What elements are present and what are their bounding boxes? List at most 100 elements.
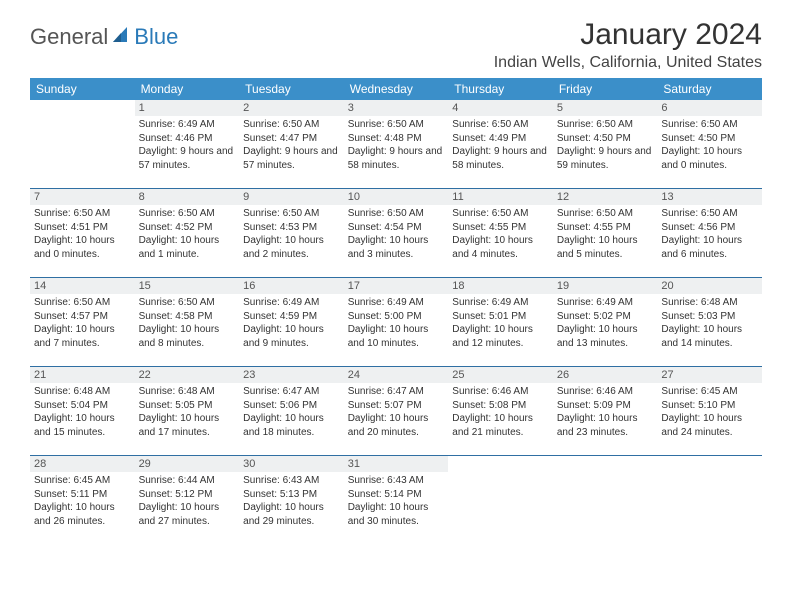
day-number: 15 (135, 278, 240, 294)
day-body: Sunrise: 6:50 AMSunset: 4:52 PMDaylight:… (135, 205, 240, 265)
daylight-text: Daylight: 10 hours and 20 minutes. (348, 412, 445, 439)
day-cell: 23Sunrise: 6:47 AMSunset: 5:06 PMDayligh… (239, 367, 344, 455)
sunrise-text: Sunrise: 6:47 AM (243, 385, 340, 399)
day-body: Sunrise: 6:46 AMSunset: 5:08 PMDaylight:… (448, 383, 553, 443)
sunrise-text: Sunrise: 6:48 AM (139, 385, 236, 399)
day-body: Sunrise: 6:50 AMSunset: 4:58 PMDaylight:… (135, 294, 240, 354)
weeks-container: 1Sunrise: 6:49 AMSunset: 4:46 PMDaylight… (30, 100, 762, 544)
week-row: 1Sunrise: 6:49 AMSunset: 4:46 PMDaylight… (30, 100, 762, 188)
day-body: Sunrise: 6:50 AMSunset: 4:53 PMDaylight:… (239, 205, 344, 265)
sunrise-text: Sunrise: 6:49 AM (557, 296, 654, 310)
sunrise-text: Sunrise: 6:50 AM (34, 296, 131, 310)
weekday-header: Monday (135, 78, 240, 100)
logo-text-1: General (30, 24, 108, 50)
day-cell: 17Sunrise: 6:49 AMSunset: 5:00 PMDayligh… (344, 278, 449, 366)
day-cell: 25Sunrise: 6:46 AMSunset: 5:08 PMDayligh… (448, 367, 553, 455)
daylight-text: Daylight: 10 hours and 7 minutes. (34, 323, 131, 350)
day-number: 5 (553, 100, 658, 116)
title-block: January 2024 Indian Wells, California, U… (494, 18, 762, 72)
sunset-text: Sunset: 4:48 PM (348, 132, 445, 146)
daylight-text: Daylight: 10 hours and 12 minutes. (452, 323, 549, 350)
sunset-text: Sunset: 5:00 PM (348, 310, 445, 324)
daylight-text: Daylight: 10 hours and 6 minutes. (661, 234, 758, 261)
day-body: Sunrise: 6:49 AMSunset: 5:01 PMDaylight:… (448, 294, 553, 354)
daylight-text: Daylight: 9 hours and 57 minutes. (243, 145, 340, 172)
sunset-text: Sunset: 5:04 PM (34, 399, 131, 413)
sunrise-text: Sunrise: 6:50 AM (452, 207, 549, 221)
day-body: Sunrise: 6:48 AMSunset: 5:03 PMDaylight:… (657, 294, 762, 354)
day-number: 10 (344, 189, 449, 205)
logo: General Blue (30, 18, 178, 50)
sunrise-text: Sunrise: 6:48 AM (34, 385, 131, 399)
sunrise-text: Sunrise: 6:50 AM (661, 207, 758, 221)
daylight-text: Daylight: 10 hours and 10 minutes. (348, 323, 445, 350)
day-cell: 7Sunrise: 6:50 AMSunset: 4:51 PMDaylight… (30, 189, 135, 277)
day-number: 29 (135, 456, 240, 472)
sunset-text: Sunset: 4:50 PM (661, 132, 758, 146)
sunrise-text: Sunrise: 6:50 AM (661, 118, 758, 132)
day-body: Sunrise: 6:45 AMSunset: 5:10 PMDaylight:… (657, 383, 762, 443)
sunrise-text: Sunrise: 6:50 AM (139, 207, 236, 221)
daylight-text: Daylight: 10 hours and 5 minutes. (557, 234, 654, 261)
month-title: January 2024 (494, 18, 762, 52)
day-cell: 24Sunrise: 6:47 AMSunset: 5:07 PMDayligh… (344, 367, 449, 455)
day-cell: 28Sunrise: 6:45 AMSunset: 5:11 PMDayligh… (30, 456, 135, 544)
daylight-text: Daylight: 10 hours and 29 minutes. (243, 501, 340, 528)
day-cell: 9Sunrise: 6:50 AMSunset: 4:53 PMDaylight… (239, 189, 344, 277)
sunset-text: Sunset: 5:05 PM (139, 399, 236, 413)
day-cell: 20Sunrise: 6:48 AMSunset: 5:03 PMDayligh… (657, 278, 762, 366)
day-cell: 26Sunrise: 6:46 AMSunset: 5:09 PMDayligh… (553, 367, 658, 455)
sunrise-text: Sunrise: 6:46 AM (557, 385, 654, 399)
sail-icon (111, 25, 131, 50)
sunrise-text: Sunrise: 6:46 AM (452, 385, 549, 399)
day-number: 23 (239, 367, 344, 383)
day-number: 14 (30, 278, 135, 294)
day-body: Sunrise: 6:47 AMSunset: 5:07 PMDaylight:… (344, 383, 449, 443)
day-cell: 18Sunrise: 6:49 AMSunset: 5:01 PMDayligh… (448, 278, 553, 366)
daylight-text: Daylight: 10 hours and 1 minute. (139, 234, 236, 261)
day-body: Sunrise: 6:50 AMSunset: 4:49 PMDaylight:… (448, 116, 553, 176)
day-number: 27 (657, 367, 762, 383)
sunset-text: Sunset: 5:08 PM (452, 399, 549, 413)
daylight-text: Daylight: 10 hours and 2 minutes. (243, 234, 340, 261)
calendar-grid: SundayMondayTuesdayWednesdayThursdayFrid… (30, 78, 762, 544)
sunset-text: Sunset: 4:50 PM (557, 132, 654, 146)
day-body: Sunrise: 6:47 AMSunset: 5:06 PMDaylight:… (239, 383, 344, 443)
day-cell-empty (448, 456, 553, 544)
sunset-text: Sunset: 5:11 PM (34, 488, 131, 502)
day-body: Sunrise: 6:45 AMSunset: 5:11 PMDaylight:… (30, 472, 135, 532)
day-cell: 27Sunrise: 6:45 AMSunset: 5:10 PMDayligh… (657, 367, 762, 455)
day-body: Sunrise: 6:50 AMSunset: 4:51 PMDaylight:… (30, 205, 135, 265)
day-number: 8 (135, 189, 240, 205)
day-cell: 22Sunrise: 6:48 AMSunset: 5:05 PMDayligh… (135, 367, 240, 455)
sunrise-text: Sunrise: 6:50 AM (243, 207, 340, 221)
logo-text-2: Blue (134, 24, 178, 50)
sunset-text: Sunset: 5:02 PM (557, 310, 654, 324)
day-number: 31 (344, 456, 449, 472)
day-body: Sunrise: 6:48 AMSunset: 5:04 PMDaylight:… (30, 383, 135, 443)
day-number: 13 (657, 189, 762, 205)
day-body: Sunrise: 6:48 AMSunset: 5:05 PMDaylight:… (135, 383, 240, 443)
day-number: 28 (30, 456, 135, 472)
day-number: 9 (239, 189, 344, 205)
daylight-text: Daylight: 10 hours and 17 minutes. (139, 412, 236, 439)
sunset-text: Sunset: 5:09 PM (557, 399, 654, 413)
day-number: 18 (448, 278, 553, 294)
day-cell: 21Sunrise: 6:48 AMSunset: 5:04 PMDayligh… (30, 367, 135, 455)
sunrise-text: Sunrise: 6:50 AM (348, 118, 445, 132)
sunrise-text: Sunrise: 6:50 AM (557, 118, 654, 132)
daylight-text: Daylight: 10 hours and 13 minutes. (557, 323, 654, 350)
daylight-text: Daylight: 10 hours and 21 minutes. (452, 412, 549, 439)
daylight-text: Daylight: 9 hours and 58 minutes. (452, 145, 549, 172)
location: Indian Wells, California, United States (494, 54, 762, 72)
weekday-header: Sunday (30, 78, 135, 100)
sunset-text: Sunset: 5:03 PM (661, 310, 758, 324)
day-body: Sunrise: 6:49 AMSunset: 5:00 PMDaylight:… (344, 294, 449, 354)
day-cell: 10Sunrise: 6:50 AMSunset: 4:54 PMDayligh… (344, 189, 449, 277)
daylight-text: Daylight: 10 hours and 14 minutes. (661, 323, 758, 350)
day-number: 30 (239, 456, 344, 472)
weekday-header: Friday (553, 78, 658, 100)
sunset-text: Sunset: 4:53 PM (243, 221, 340, 235)
sunrise-text: Sunrise: 6:50 AM (452, 118, 549, 132)
sunset-text: Sunset: 5:10 PM (661, 399, 758, 413)
